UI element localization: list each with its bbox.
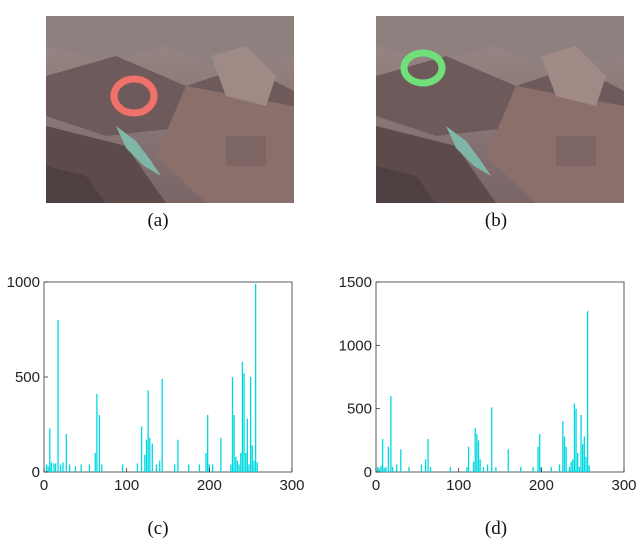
caption-b: (b) bbox=[484, 210, 508, 231]
green-ring-region bbox=[400, 49, 446, 87]
x-tick-label: 300 bbox=[279, 477, 304, 494]
y-tick-label: 1000 bbox=[7, 274, 40, 291]
x-tick-label: 100 bbox=[446, 477, 471, 494]
red-ring-region bbox=[110, 75, 158, 117]
photo-panel-a bbox=[46, 16, 294, 203]
canyon-photo-a bbox=[46, 16, 294, 203]
plot-frame bbox=[43, 281, 293, 473]
x-tick-label: 300 bbox=[611, 477, 636, 494]
y-tick-label: 0 bbox=[32, 464, 40, 481]
x-tick-label: 100 bbox=[114, 477, 139, 494]
y-tick-label: 500 bbox=[347, 401, 372, 418]
caption-d: (d) bbox=[484, 518, 508, 539]
y-tick-label: 500 bbox=[15, 369, 40, 386]
y-tick-label: 1000 bbox=[339, 337, 372, 354]
histogram-chart-d: 0 100 200 300 0 500 1000 1500 bbox=[339, 274, 637, 494]
histogram-chart-c: 0 100 200 300 0 500 1000 bbox=[7, 274, 305, 494]
caption-c: (c) bbox=[147, 518, 169, 539]
x-tick-label: 200 bbox=[197, 477, 222, 494]
x-tick-label: 200 bbox=[529, 477, 554, 494]
caption-a: (a) bbox=[147, 210, 169, 231]
photo-panel-b bbox=[376, 16, 624, 203]
x-tick-label: 0 bbox=[40, 477, 48, 494]
x-tick-label: 0 bbox=[372, 477, 380, 494]
y-tick-label: 1500 bbox=[339, 274, 372, 291]
y-tick-label: 0 bbox=[364, 464, 372, 481]
plot-frame bbox=[375, 281, 625, 473]
canyon-photo-b bbox=[376, 16, 624, 203]
